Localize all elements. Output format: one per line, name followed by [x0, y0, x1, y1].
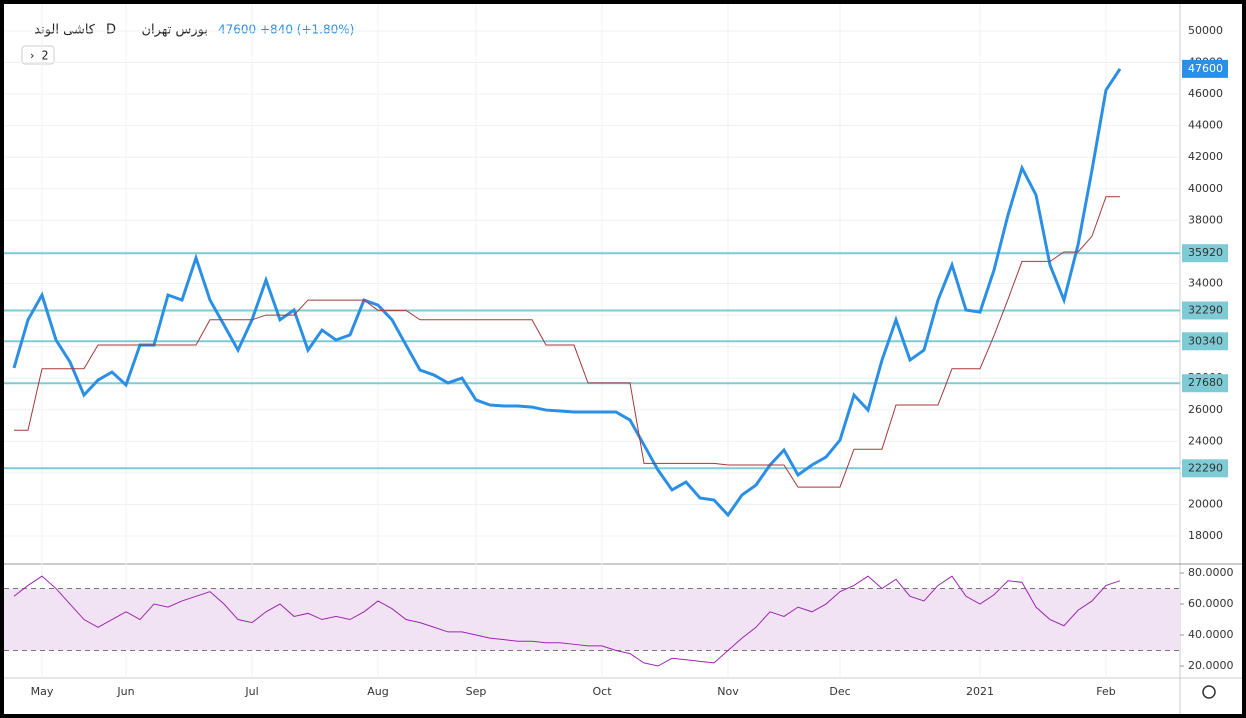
settings-icon[interactable] — [1202, 685, 1216, 699]
level-label: 32290 — [1188, 303, 1223, 316]
rsi-tick-label: 80.0000 — [1188, 566, 1234, 579]
y-tick-label: 40000 — [1188, 182, 1223, 195]
rsi-line — [13, 575, 1121, 667]
x-tick-label: Jul — [244, 685, 258, 698]
rsi-tick-label: 20.0000 — [1188, 659, 1234, 672]
x-tick-label: Oct — [592, 685, 612, 698]
y-tick-label: 42000 — [1188, 150, 1223, 163]
last-price: 47600 — [218, 23, 256, 37]
level-label: 27680 — [1188, 376, 1223, 389]
rsi-tick-label: 40.0000 — [1188, 628, 1234, 641]
last-price-box — [1182, 59, 1228, 78]
x-tick-label: Dec — [829, 685, 850, 698]
level-label: 22290 — [1188, 461, 1223, 474]
level-label-box — [1182, 244, 1228, 263]
x-tick-label: Nov — [717, 685, 739, 698]
x-tick-label: Feb — [1096, 685, 1115, 698]
x-tick-label: 2021 — [966, 685, 994, 698]
y-tick-label: 38000 — [1188, 213, 1223, 226]
y-tick-label: 46000 — [1188, 87, 1223, 100]
rsi-band — [4, 588, 1180, 651]
x-tick-label: Sep — [466, 685, 487, 698]
y-tick-label: 24000 — [1188, 434, 1223, 447]
level-label-box — [1182, 374, 1228, 393]
x-tick-label: May — [31, 685, 54, 698]
price-line — [14, 196, 1120, 488]
last-price-label: 47600 — [1188, 62, 1223, 75]
y-tick-label: 26000 — [1188, 403, 1223, 416]
panel-button-arrow: › — [30, 49, 34, 62]
exchange: بورس تهران — [141, 23, 208, 38]
x-tick-label: Aug — [367, 685, 388, 698]
rsi-tick-label: 60.0000 — [1188, 597, 1234, 610]
level-label: 30340 — [1188, 334, 1223, 347]
y-tick-label: 18000 — [1188, 529, 1223, 542]
x-tick-label: Jun — [116, 685, 134, 698]
symbol: کاشی الوند — [34, 23, 96, 38]
level-label: 35920 — [1188, 246, 1223, 259]
level-label-box — [1182, 301, 1228, 320]
y-tick-label: 20000 — [1188, 497, 1223, 510]
change: +840 (+1.80%) — [260, 23, 354, 37]
panel-button[interactable] — [21, 45, 55, 65]
level-label-box — [1182, 332, 1228, 351]
y-tick-label: 50000 — [1188, 24, 1223, 37]
level-label-box — [1182, 459, 1228, 478]
price-line — [12, 68, 1122, 518]
interval: D — [106, 23, 116, 38]
y-tick-label: 34000 — [1188, 277, 1223, 290]
panel-button-label: 2 — [41, 49, 49, 63]
y-tick-label: 44000 — [1188, 119, 1223, 132]
